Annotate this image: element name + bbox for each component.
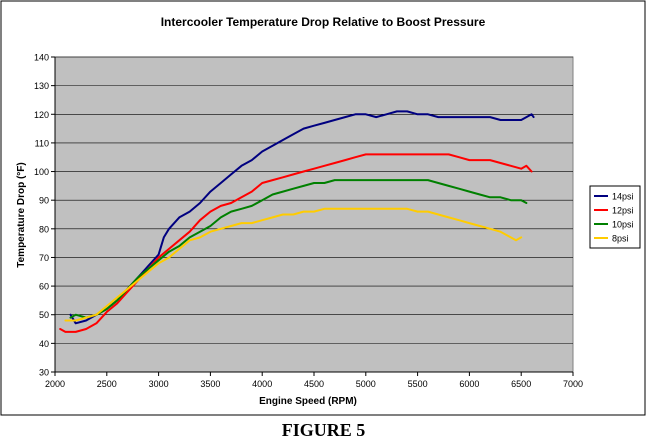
tick-label-x-4500: 4500 <box>304 379 324 389</box>
series-line-10psi <box>69 179 528 319</box>
legend-label-14psi: 14psi <box>612 192 634 202</box>
series-line-14psi <box>69 110 535 325</box>
tick-label-x-6500: 6500 <box>511 379 531 389</box>
tick-label-x-2500: 2500 <box>97 379 117 389</box>
tick-label-y-80: 80 <box>39 224 49 234</box>
legend-label-12psi: 12psi <box>612 206 634 216</box>
tick-label-x-7000: 7000 <box>563 379 583 389</box>
tick-label-x-2000: 2000 <box>45 379 65 389</box>
y-axis-label: Temperature Drop (°F) <box>16 162 27 268</box>
figure-caption: FIGURE 5 <box>281 420 366 440</box>
axis-ticks: 30 40 50 60 70 80 90 100 110 120 130 140 2000 2500 300… <box>34 53 583 390</box>
tick-label-y-40: 40 <box>39 339 49 349</box>
tick-label-y-140: 140 <box>34 53 49 63</box>
grid-lines <box>55 56 573 344</box>
tick-label-y-50: 50 <box>39 310 49 320</box>
legend-label-8psi: 8psi <box>612 234 629 244</box>
plot-area <box>54 56 574 373</box>
tick-label-x-5000: 5000 <box>356 379 376 389</box>
series-line-8psi <box>64 207 523 322</box>
tick-label-x-3500: 3500 <box>200 379 220 389</box>
tick-label-x-6000: 6000 <box>459 379 479 389</box>
legend: 14psi 12psi 10psi 8psi <box>589 185 641 249</box>
tick-label-y-90: 90 <box>39 196 49 206</box>
tick-label-y-60: 60 <box>39 282 49 292</box>
legend-label-10psi: 10psi <box>612 220 634 230</box>
tick-label-y-30: 30 <box>39 368 49 378</box>
tick-label-x-3000: 3000 <box>149 379 169 389</box>
chart-title: Intercooler Temperature Drop Relative to… <box>161 15 486 29</box>
tick-label-y-70: 70 <box>39 253 49 263</box>
series-lines <box>59 110 535 333</box>
tick-label-y-110: 110 <box>35 138 49 148</box>
tick-label-x-4000: 4000 <box>252 379 272 389</box>
chart: Intercooler Temperature Drop Relative to… <box>0 0 646 416</box>
tick-label-x-5500: 5500 <box>408 379 428 389</box>
x-axis-label: Engine Speed (RPM) <box>259 396 357 407</box>
tick-label-y-130: 130 <box>34 81 49 91</box>
tick-label-y-100: 100 <box>34 167 49 177</box>
tick-label-y-120: 120 <box>34 110 49 120</box>
